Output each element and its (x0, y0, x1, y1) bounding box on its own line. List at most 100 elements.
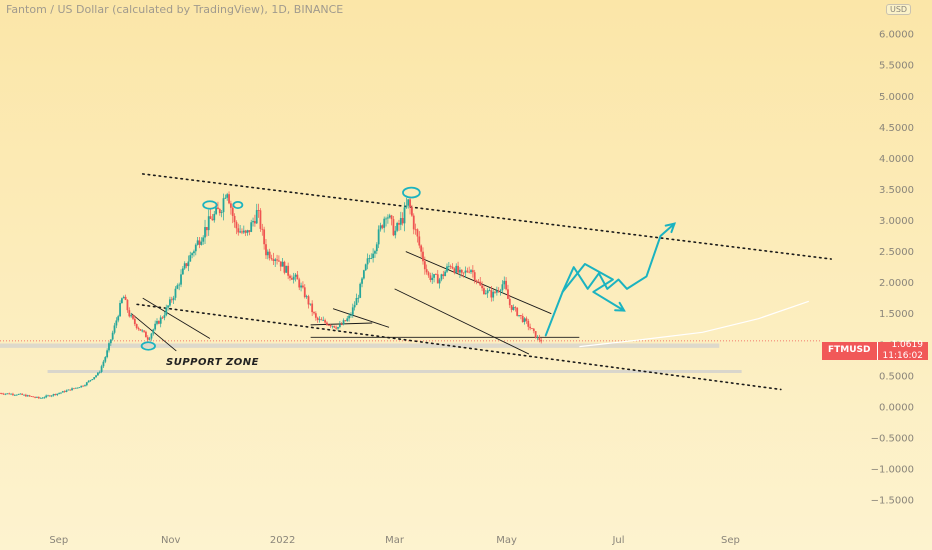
candle-body (455, 265, 458, 273)
candle-body (128, 310, 131, 317)
candle-body (333, 325, 336, 328)
y-tick-label: 5.5000 (879, 61, 914, 72)
candle-body (425, 269, 428, 273)
candle-body (390, 215, 393, 220)
candle-body (510, 305, 513, 310)
highlight-ellipse (402, 186, 421, 199)
x-tick-label: May (496, 535, 517, 546)
candle-body (187, 261, 190, 267)
candle-body (440, 274, 443, 280)
y-tick-label: −1.5000 (871, 496, 914, 507)
candle-body (170, 299, 173, 301)
candle-body (39, 397, 42, 399)
highlight-ellipse (232, 200, 244, 209)
candle-body (263, 229, 266, 245)
candle-body (54, 394, 57, 395)
candle-body (335, 327, 338, 329)
candle-body (161, 317, 164, 319)
candle-body (181, 268, 184, 275)
candle-body (290, 278, 293, 280)
candle-body (388, 215, 391, 218)
candle-body (95, 375, 97, 378)
candle-body (278, 260, 280, 262)
candle-body (534, 331, 537, 339)
candle-body (213, 213, 216, 221)
candle-body (202, 237, 205, 242)
candle-body (148, 338, 151, 340)
candle-body (483, 288, 485, 295)
candle-body (200, 241, 203, 245)
candle-body (351, 307, 354, 315)
candle-body (117, 316, 120, 321)
candle-body (320, 319, 323, 321)
candle-body (19, 393, 22, 395)
symbol-label: FTMUSD (822, 342, 877, 360)
candle-body (514, 307, 517, 308)
candle-body (205, 227, 208, 231)
candle-body (423, 261, 426, 270)
candle-body (34, 397, 36, 398)
candle-body (411, 207, 413, 216)
candle-body (475, 280, 478, 282)
candle-body (226, 194, 229, 198)
candle-body (374, 251, 376, 254)
candle-body (189, 255, 192, 262)
candle-body (512, 307, 515, 310)
candle-body (494, 291, 496, 293)
price-axis[interactable]: 6.0000 5.5000 5.0000 4.5000 4.0000 3.5000 3.00… (871, 30, 914, 507)
candle-body (285, 265, 288, 273)
candle-body (265, 244, 267, 256)
candle-body (405, 205, 408, 208)
candle-body (418, 236, 421, 246)
candle-body (48, 395, 51, 397)
candle-body (215, 207, 218, 214)
candle-body (248, 230, 251, 232)
candle-body (84, 385, 86, 387)
candle-body (416, 229, 419, 237)
candle-body (519, 315, 522, 316)
candle-body (497, 290, 500, 292)
time-axis[interactable]: Sep Nov 2022 Mar May Jul Sep (49, 535, 740, 546)
price-value-box: 1.0619 11:16:02 (876, 340, 928, 361)
candle-body (139, 329, 142, 331)
drawings (140, 186, 677, 351)
candle-body (457, 265, 459, 273)
forecast-path (561, 222, 676, 293)
candle-body (135, 324, 138, 328)
y-tick-label: 0.5000 (879, 371, 914, 382)
candle-body (318, 319, 321, 321)
candle-body (156, 321, 158, 324)
candle-body (93, 377, 96, 380)
candle-body (342, 320, 345, 325)
candle-body (348, 315, 351, 319)
candle-body (21, 393, 24, 395)
candle-body (518, 315, 520, 316)
candle-body (211, 218, 214, 221)
candle-body (540, 340, 543, 342)
trendline (394, 288, 530, 355)
last-price-tag: FTMUSD 1.0619 11:16:02 (822, 340, 928, 361)
candle-body (266, 251, 269, 256)
candle-body (132, 315, 134, 319)
y-tick-label: −0.5000 (871, 433, 914, 444)
candle-body (60, 392, 62, 394)
currency-badge[interactable]: USD (886, 4, 912, 15)
candle-body (0, 393, 3, 395)
candle-body (207, 216, 210, 231)
candle-body (409, 199, 411, 208)
candle-body (407, 199, 410, 206)
candle-body (298, 279, 301, 288)
candle-body (324, 320, 326, 323)
candle-body (279, 261, 282, 267)
candle-body (163, 315, 166, 318)
candle-body (484, 293, 487, 295)
candle-body (2, 393, 5, 395)
candle-body (146, 337, 149, 340)
candle-body (492, 291, 495, 298)
y-tick-label: 0.0000 (879, 402, 914, 413)
candle-body (235, 222, 238, 229)
candle-body (24, 394, 27, 397)
candle-body (119, 302, 121, 317)
candle-body (505, 280, 508, 290)
